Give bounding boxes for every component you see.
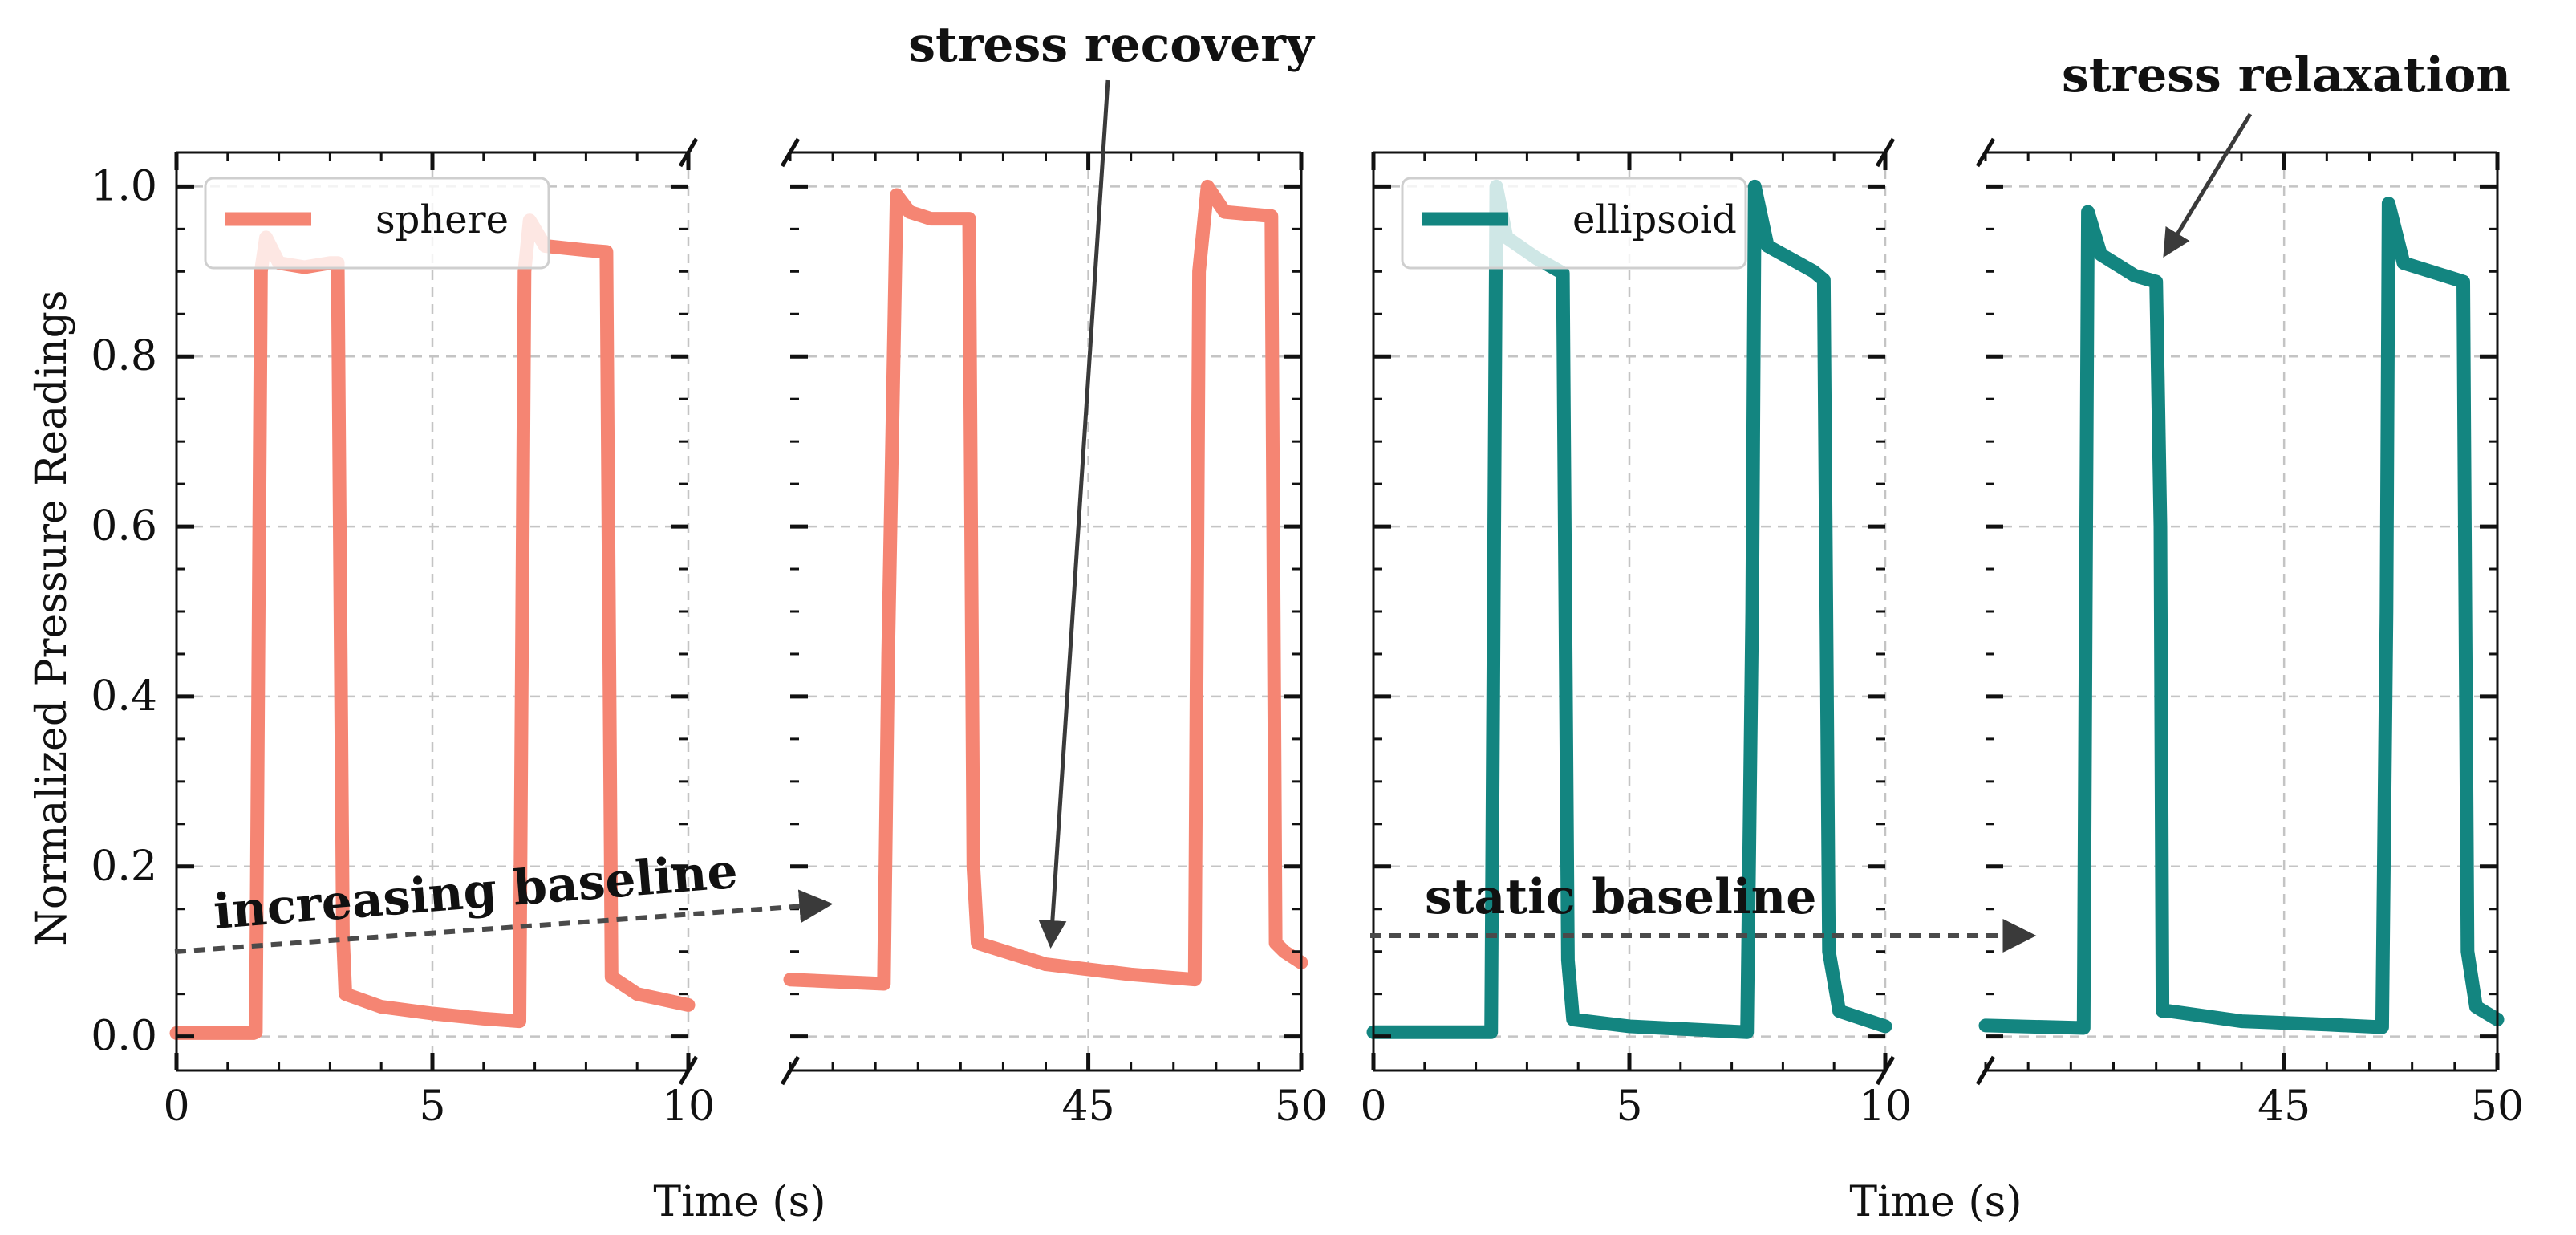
x-tick-label: 10 [662,1083,715,1131]
legend-sphere-left: sphere [204,177,550,270]
x-axis-label-left: Time (s) [653,1178,826,1226]
x-axis-label-right: Time (s) [1849,1178,2022,1226]
arrow-stress-relaxation [2163,112,2253,258]
arrow-increasing-baseline [174,889,834,954]
annotation-stress-recovery: stress recovery [908,17,1316,73]
y-tick-label: 0.6 [91,502,157,550]
x-tick-label: 10 [1859,1083,1912,1131]
y-tick-label: 0.4 [91,672,157,721]
annotation-stress-relaxation: stress relaxation [2062,47,2511,104]
annotation-increasing-baseline: increasing baseline [212,843,740,940]
legend-label: ellipsoid [1572,197,1737,242]
panel-ellipsoid-left: 0 5 10 ellipsoid [1360,137,1912,1131]
series-line-sphere-right [783,179,1308,991]
x-tick-label: 45 [2258,1083,2310,1131]
x-tick-label: 50 [1275,1083,1328,1131]
x-tick-label: 5 [1616,1083,1642,1131]
panel-ellipsoid-right: 45 50 [1975,137,2524,1131]
y-tick-label: 0.8 [91,332,157,380]
legend-label: sphere [375,197,509,242]
legend-box [204,177,550,270]
legend-ellipsoid-left: ellipsoid [1401,177,1747,270]
series-line-ellipsoid-right [1978,197,2505,1035]
x-tick-label: 5 [419,1083,445,1131]
x-tick-label: 0 [163,1083,189,1131]
x-tick-label: 0 [1360,1083,1386,1131]
annotation-static-baseline: static baseline [1425,869,1816,925]
legend-box [1401,177,1747,270]
panel-sphere-left: 0.0 0.2 0.4 0.6 0.8 1.0 0 5 10 sphere [91,137,715,1131]
y-tick-label: 0.0 [91,1013,157,1061]
arrow-stress-recovery [1038,79,1110,949]
x-tick-label: 45 [1061,1083,1114,1131]
y-axis-label: Normalized Pressure Readings [28,290,76,945]
panel-sphere-right: 45 50 [780,137,1328,1131]
x-tick-label: 50 [2471,1083,2524,1131]
y-tick-label: 1.0 [91,162,157,210]
y-tick-label: 0.2 [91,843,157,891]
